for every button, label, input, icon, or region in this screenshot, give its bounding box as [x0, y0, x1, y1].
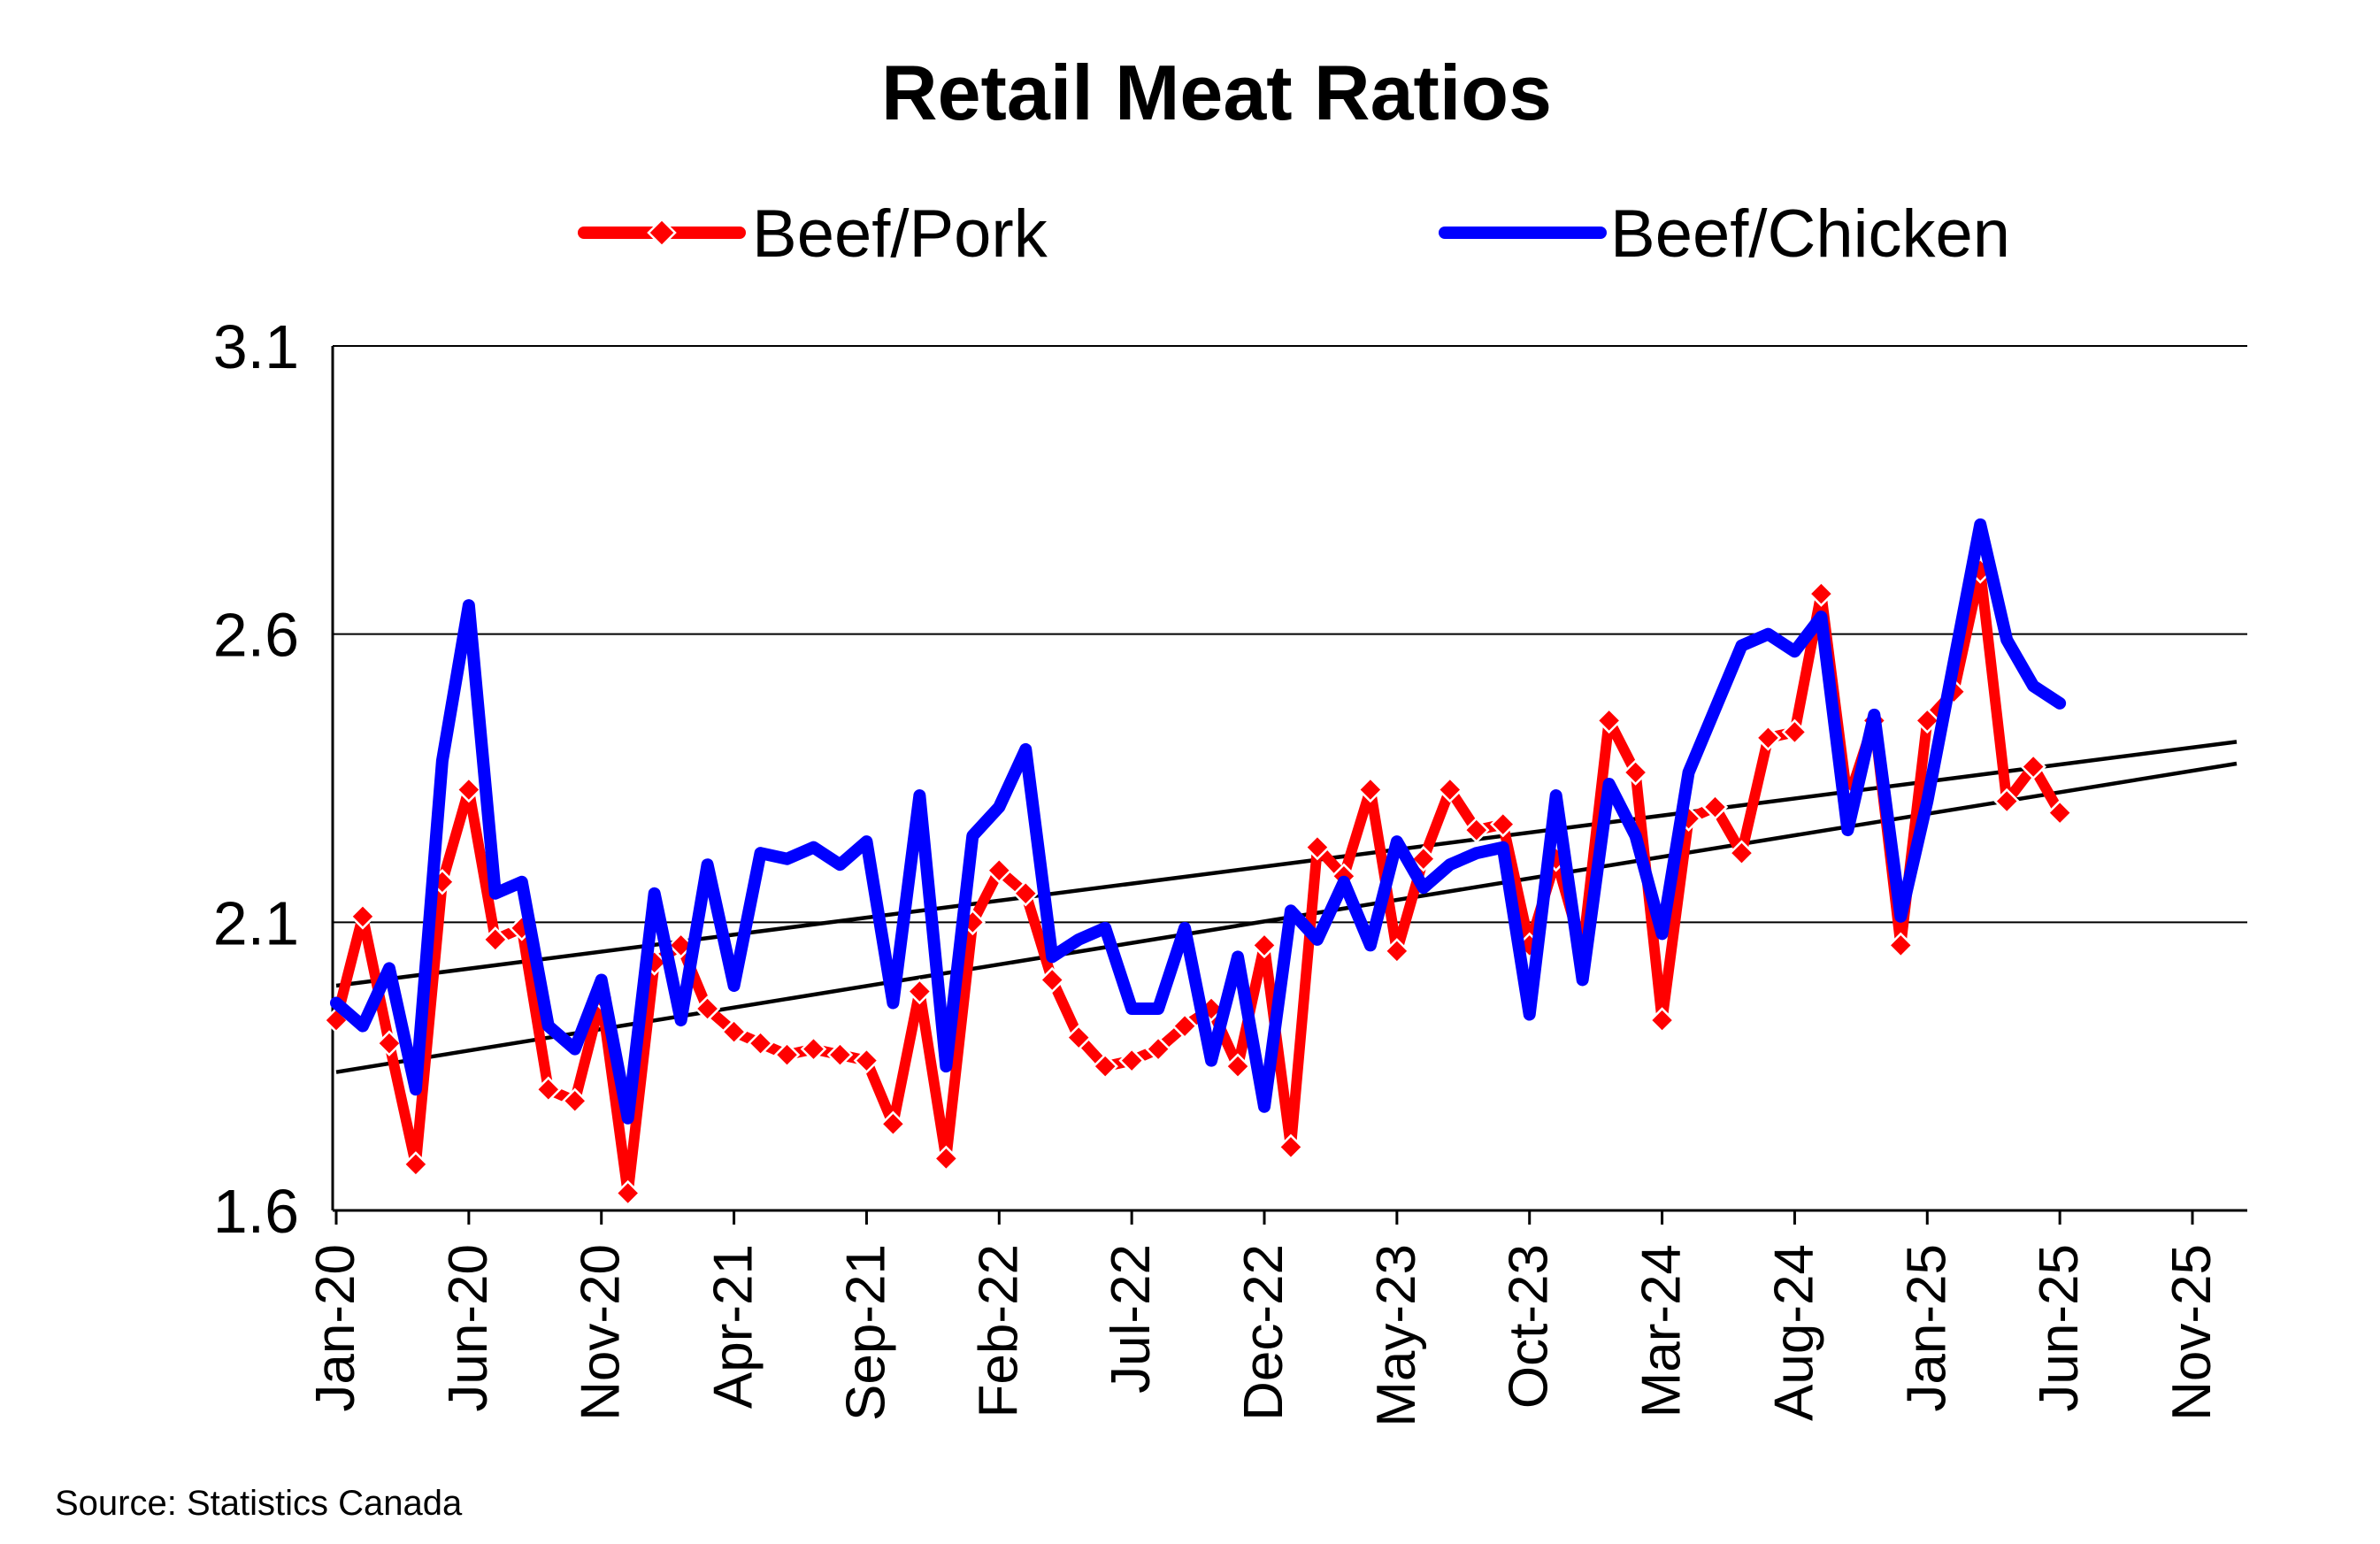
y-axis-ticks: 1.6 2.1 2.6 3.1: [213, 312, 299, 1246]
x-tick-label: Feb-22: [968, 1244, 1029, 1417]
data-point: [2046, 799, 2073, 826]
x-tick-label: Jul-22: [1101, 1244, 1162, 1394]
x-tick-label: Nov-25: [2161, 1244, 2223, 1421]
data-point: [694, 995, 721, 1022]
x-tick-label: Apr-21: [703, 1244, 764, 1409]
data-point: [1701, 794, 1729, 820]
data-point: [1622, 759, 1649, 786]
data-point: [1304, 833, 1331, 861]
data-point: [906, 978, 933, 1005]
data-point: [1808, 580, 1835, 607]
data-point: [1065, 1024, 1092, 1051]
data-point: [376, 1030, 403, 1056]
data-point: [1039, 966, 1065, 994]
x-tick-label: May-23: [1366, 1244, 1427, 1427]
x-tick-label: Oct-23: [1499, 1244, 1560, 1409]
data-point: [1145, 1035, 1171, 1063]
legend-label: Beef/Chicken: [1610, 196, 2010, 272]
data-point: [1012, 880, 1040, 907]
legend: Beef/Pork Beef/Chicken: [578, 196, 2010, 272]
data-point: [614, 1179, 641, 1207]
data-point: [1728, 840, 1755, 866]
data-point: [349, 903, 376, 930]
data-point: [456, 776, 482, 803]
data-point: [800, 1035, 827, 1063]
data-point: [1754, 725, 1782, 751]
data-point: [747, 1030, 774, 1056]
data-point: [1092, 1053, 1118, 1079]
x-tick-label: Jan-25: [1896, 1244, 1957, 1412]
data-point: [1251, 932, 1278, 959]
data-point: [986, 856, 1013, 884]
data-point: [853, 1047, 880, 1074]
series-line: [330, 518, 2067, 1125]
data-point: [1278, 1133, 1304, 1161]
data-point: [1463, 817, 1490, 843]
x-tick-label: Jan-20: [305, 1244, 366, 1412]
data-point: [1887, 932, 1915, 959]
y-tick-label: 2.1: [213, 888, 299, 957]
y-tick-label: 3.1: [213, 312, 299, 381]
legend-label: Beef/Pork: [752, 196, 1048, 272]
series-beef-chicken: [330, 518, 2067, 1125]
x-axis-ticks: Jan-20 Jun-20 Nov-20 Apr-21 Sep-21 Feb-22 Jul-…: [305, 1210, 2223, 1427]
x-tick-label: Jun-20: [438, 1244, 499, 1412]
data-point: [1437, 776, 1463, 803]
data-point: [773, 1041, 801, 1068]
data-point: [482, 926, 509, 953]
y-tick-label: 2.6: [213, 601, 299, 670]
data-point: [1993, 787, 2020, 815]
source-note: Source: Statistics Canada: [55, 1484, 463, 1523]
legend-item: Beef/Chicken: [1439, 196, 2010, 272]
data-point: [403, 1151, 429, 1178]
x-tick-label: Aug-24: [1763, 1244, 1824, 1421]
data-point: [1648, 1007, 1676, 1033]
x-tick-label: Jun-25: [2029, 1244, 2090, 1412]
y-tick-label: 1.6: [213, 1177, 299, 1246]
data-point: [1781, 718, 1808, 746]
data-point: [879, 1110, 907, 1138]
data-point: [1384, 938, 1410, 964]
x-tick-label: Nov-20: [571, 1244, 632, 1421]
data-point: [1171, 1012, 1198, 1040]
data-point: [2020, 753, 2046, 780]
data-point: [561, 1087, 588, 1115]
data-point: [933, 1145, 960, 1172]
x-tick-label: Mar-24: [1631, 1244, 1693, 1417]
series-layer: [323, 518, 2073, 1207]
legend-item: Beef/Pork: [578, 196, 1048, 272]
x-tick-label: Dec-22: [1233, 1244, 1294, 1421]
data-point: [1595, 707, 1623, 734]
chart-title: Retail Meat Ratios: [881, 49, 1552, 136]
data-point: [1489, 810, 1516, 838]
data-point: [1357, 776, 1384, 803]
data-point: [1225, 1053, 1251, 1079]
data-point: [1410, 845, 1437, 872]
data-point: [826, 1041, 854, 1068]
data-point: [535, 1076, 562, 1102]
x-tick-label: Sep-21: [835, 1244, 896, 1421]
series-line: [331, 565, 2066, 1199]
series-beef-pork: [323, 557, 2073, 1207]
data-point: [720, 1018, 748, 1045]
data-point: [1914, 707, 1941, 734]
data-point: [1118, 1047, 1145, 1074]
legend-marker: [647, 218, 677, 248]
